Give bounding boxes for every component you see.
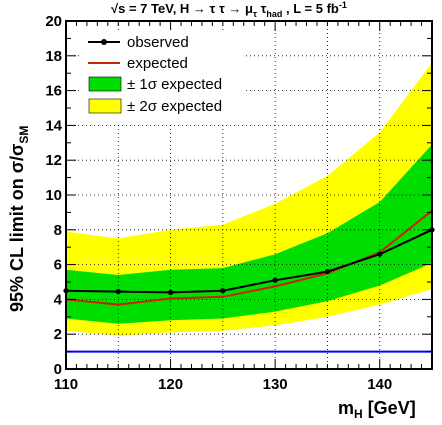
y-tick-label: 6 bbox=[54, 257, 62, 274]
y-tick-label: 14 bbox=[45, 117, 62, 134]
legend-observed-label: observed bbox=[127, 34, 189, 51]
observed-point bbox=[377, 251, 383, 257]
legend-expected-label: expected bbox=[127, 55, 188, 72]
observed-point bbox=[167, 289, 174, 296]
series-lines bbox=[65, 209, 433, 306]
legend-one-sigma-swatch bbox=[88, 76, 122, 92]
y-tick-label: 0 bbox=[54, 361, 62, 378]
observed-point bbox=[272, 277, 278, 283]
legend-two-sigma-swatch bbox=[88, 98, 122, 114]
y-tick-label: 2 bbox=[54, 326, 62, 343]
y-axis-label: 95% CL limit on σ/σSM bbox=[7, 126, 31, 312]
y-tick-label: 20 bbox=[45, 13, 62, 30]
y-tick-label: 12 bbox=[45, 152, 62, 169]
x-tick-label: 120 bbox=[158, 376, 183, 393]
observed-line bbox=[65, 228, 433, 294]
legend: observed expected ± 1σ expected ± 2σ exp… bbox=[82, 30, 244, 122]
axis-ticks bbox=[65, 20, 433, 370]
y-tick-labels: 0 2 4 6 8 10 12 14 16 18 20 bbox=[45, 13, 62, 378]
legend-observed-marker bbox=[101, 39, 107, 45]
observed-point bbox=[324, 268, 331, 275]
one-sigma-band bbox=[66, 144, 432, 324]
expected-line bbox=[65, 209, 433, 306]
x-tick-label: 130 bbox=[263, 376, 288, 393]
y-tick-label: 10 bbox=[45, 187, 62, 204]
y-tick-label: 4 bbox=[54, 291, 63, 308]
legend-two-sigma-label: ± 2σ expected bbox=[127, 98, 222, 115]
x-axis-label: mH [GeV] bbox=[338, 398, 416, 421]
y-tick-label: 18 bbox=[45, 48, 62, 65]
observed-point bbox=[220, 288, 226, 294]
observed-point bbox=[115, 288, 121, 295]
chart-title: √s = 7 TeV, H → τ τ → μτ τhad , L = 5 fb… bbox=[111, 0, 347, 19]
x-tick-label: 110 bbox=[54, 376, 78, 393]
x-tick-label: 140 bbox=[367, 376, 392, 393]
legend-one-sigma-label: ± 1σ expected bbox=[127, 76, 222, 93]
y-tick-label: 16 bbox=[45, 83, 62, 100]
y-tick-label: 8 bbox=[54, 222, 62, 239]
x-tick-labels: 110 120 130 140 bbox=[54, 376, 392, 393]
